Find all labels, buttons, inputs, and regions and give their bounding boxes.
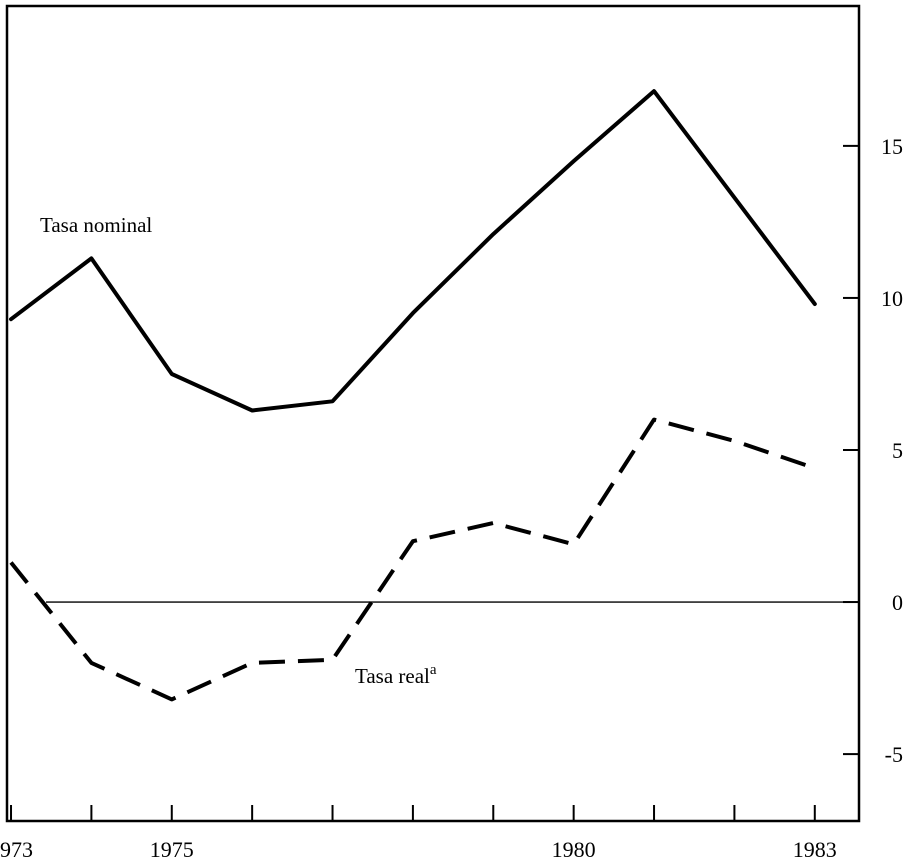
- plot-frame: [5, 4, 861, 823]
- y-tick-label-10: 10: [881, 286, 903, 311]
- y-axis-tick-labels: 15 10 5 0 -5: [881, 134, 903, 767]
- x-axis-tick-labels: 1973 1975 1980 1983: [0, 837, 837, 862]
- series-line-tasa-real: [9, 417, 816, 702]
- x-tick-label-1980: 1980: [552, 837, 596, 862]
- x-tick-label-1973: 1973: [0, 837, 33, 862]
- y-axis-ticks: [843, 144, 859, 756]
- x-tick-label-1983: 1983: [793, 837, 837, 862]
- y-tick-label-0: 0: [892, 590, 903, 615]
- series-label-tasa-real: Tasa reala: [355, 662, 437, 688]
- series-line-tasa-nominal: [9, 89, 817, 413]
- y-tick-label-15: 15: [881, 134, 903, 159]
- x-axis-ticks: [10, 805, 816, 821]
- x-tick-label-1975: 1975: [150, 837, 194, 862]
- series-label-tasa-nominal: Tasa nominal: [40, 213, 152, 237]
- y-tick-label-5: 5: [892, 438, 903, 463]
- y-tick-label-5: -5: [885, 742, 903, 767]
